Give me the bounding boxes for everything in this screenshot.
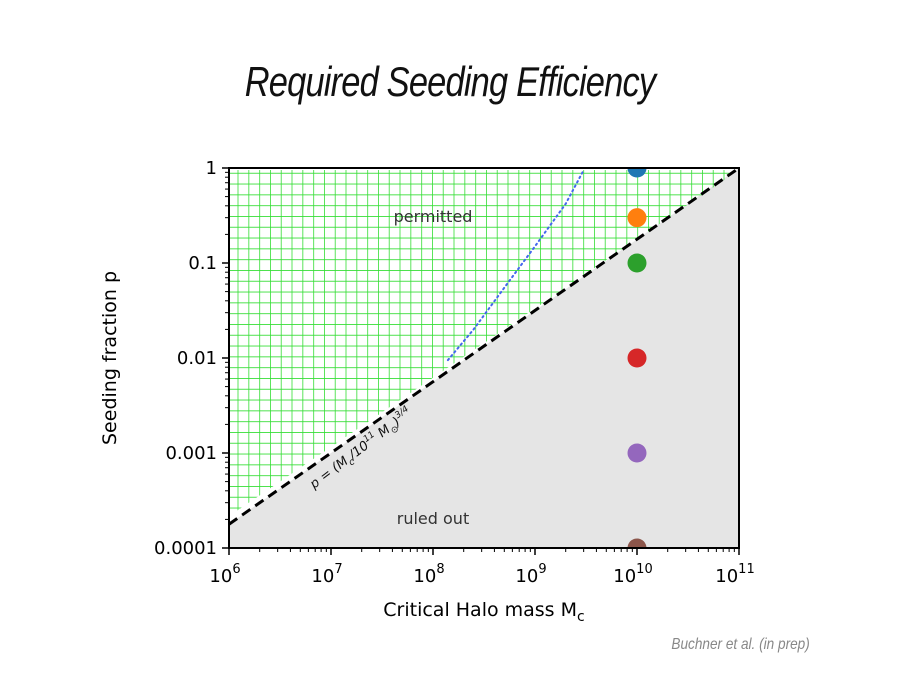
plot-clip-group bbox=[229, 168, 739, 548]
y-tick-label: 0.01 bbox=[177, 348, 217, 369]
permitted-region bbox=[229, 170, 733, 517]
slide-title: Required Seeding Efficiency bbox=[244, 58, 656, 105]
ruled-out-region bbox=[229, 168, 739, 548]
dotted-curve bbox=[446, 169, 585, 362]
y-tick-label: 0.1 bbox=[188, 253, 217, 274]
y-tick-label: 1 bbox=[206, 158, 217, 179]
x-tick-label: 108 bbox=[413, 562, 444, 587]
x-tick-label: 106 bbox=[209, 562, 240, 587]
x-tick-label: 107 bbox=[311, 562, 342, 587]
data-point-2 bbox=[627, 208, 647, 228]
x-tick-label: 109 bbox=[515, 562, 546, 587]
boundary-dashed-line bbox=[229, 168, 739, 526]
plot-area bbox=[229, 168, 739, 548]
citation-credit: Buchner et al. (in prep) bbox=[671, 636, 810, 653]
data-point-6 bbox=[627, 538, 647, 548]
data-point-3 bbox=[627, 253, 647, 273]
region-label-permitted: permitted bbox=[394, 207, 473, 226]
data-point-1 bbox=[627, 168, 647, 178]
y-tick-label: 0.0001 bbox=[154, 538, 217, 559]
x-axis-title: Critical Halo mass Mc bbox=[383, 599, 584, 625]
scatter-points bbox=[627, 168, 647, 548]
y-axis-title: Seeding fraction p bbox=[99, 271, 121, 445]
region-label-ruled-out: ruled out bbox=[397, 509, 469, 528]
data-point-5 bbox=[627, 443, 647, 463]
data-point-4 bbox=[627, 348, 647, 368]
axes: 106 107 108 109 1010 1011 1 0.1 0.01 0.001 0.0001 bbox=[154, 158, 755, 587]
x-tick-label: 1010 bbox=[613, 562, 652, 587]
y-tick-label: 0.001 bbox=[165, 443, 217, 464]
x-tick-label: 1011 bbox=[715, 562, 754, 587]
